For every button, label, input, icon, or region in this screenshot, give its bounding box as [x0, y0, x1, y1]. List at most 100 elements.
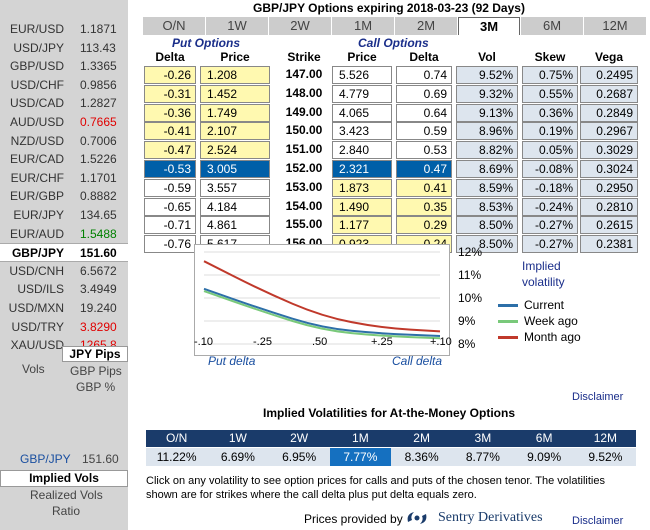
put-price-cell[interactable]: 2.524 — [200, 141, 270, 160]
currency-pair-row[interactable]: USD/CNH 6.5672 — [0, 262, 128, 281]
call-price-cell[interactable]: 4.779 — [332, 84, 392, 103]
put-price-cell[interactable]: 3.557 — [200, 178, 270, 197]
iv-tenor-header[interactable]: 1M — [329, 430, 391, 447]
tab-1m[interactable]: 1M — [332, 17, 394, 35]
pair-value: 113.43 — [80, 40, 116, 55]
call-options-header: Call Options — [358, 36, 429, 50]
vol-cell: 9.32% — [456, 84, 518, 103]
iv-value-cell[interactable]: 8.36% — [391, 448, 453, 466]
currency-pair-row[interactable]: EUR/GBP 0.8882 — [0, 187, 128, 206]
iv-value-cell[interactable]: 7.77% — [329, 448, 391, 466]
put-delta-cell[interactable]: -0.31 — [144, 84, 196, 103]
pair-name: USD/ILS — [17, 282, 64, 297]
put-delta-cell[interactable]: -0.41 — [144, 122, 196, 141]
tab-6m[interactable]: 6M — [521, 17, 583, 35]
call-delta-cell[interactable]: 0.47 — [396, 160, 452, 178]
ratio-option[interactable]: Ratio — [52, 504, 81, 518]
call-price-cell[interactable]: 2.840 — [332, 141, 392, 160]
call-delta-cell[interactable]: 0.69 — [396, 84, 452, 103]
currency-pair-row[interactable]: EUR/AUD 1.5488 — [0, 225, 128, 244]
col-call-delta: Delta — [409, 50, 439, 64]
iv-tenor-header[interactable]: 12M — [574, 430, 636, 447]
put-delta-cell[interactable]: -0.26 — [144, 66, 196, 84]
currency-pair-row[interactable]: USD/CAD 1.2827 — [0, 94, 128, 113]
tab-2m[interactable]: 2M — [395, 17, 457, 35]
call-delta-cell[interactable]: 0.35 — [396, 197, 452, 216]
gbp-pips-option[interactable]: GBP Pips — [70, 364, 122, 378]
iv-value-cell[interactable]: 11.22% — [146, 448, 208, 466]
disclaimer-link-2[interactable]: Disclaimer — [572, 515, 624, 527]
call-price-cell[interactable]: 4.065 — [332, 103, 392, 122]
iv-tenor-header[interactable]: O/N — [146, 430, 208, 447]
skew-cell: 0.75% — [522, 66, 578, 84]
put-delta-cell[interactable]: -0.53 — [144, 160, 196, 178]
call-delta-cell[interactable]: 0.53 — [396, 141, 452, 160]
skew-cell: 0.05% — [522, 141, 578, 160]
currency-pair-row[interactable]: EUR/USD 1.1871 — [0, 20, 128, 39]
iv-tenor-header[interactable]: 2M — [391, 430, 453, 447]
put-price-cell[interactable]: 2.107 — [200, 122, 270, 141]
currency-pair-row[interactable]: EUR/JPY 134.65 — [0, 206, 128, 225]
currency-pair-row[interactable]: USD/CHF 0.9856 — [0, 76, 128, 95]
legend-swatch — [498, 304, 518, 307]
currency-pair-row[interactable]: EUR/CAD 1.5226 — [0, 150, 128, 169]
put-price-cell[interactable]: 1.749 — [200, 103, 270, 122]
tab-12m[interactable]: 12M — [584, 17, 646, 35]
tab-3m[interactable]: 3M — [458, 17, 520, 35]
iv-value-cell[interactable]: 9.52% — [574, 448, 636, 466]
iv-tenor-header[interactable]: 3M — [452, 430, 514, 447]
iv-tenor-header[interactable]: 1W — [207, 430, 269, 447]
call-delta-cell[interactable]: 0.41 — [396, 178, 452, 197]
iv-value-cell[interactable]: 6.69% — [207, 448, 269, 466]
put-delta-cell[interactable]: -0.76 — [144, 235, 196, 254]
iv-value-cell[interactable]: 6.95% — [268, 448, 330, 466]
implied-vols-button[interactable]: Implied Vols — [0, 470, 128, 487]
put-price-cell[interactable]: 4.184 — [200, 197, 270, 216]
vega-cell: 0.2810 — [580, 197, 638, 216]
vol-cell: 9.13% — [456, 103, 518, 122]
pair-value: 1.3365 — [80, 59, 117, 74]
call-price-cell[interactable]: 1.177 — [332, 216, 392, 235]
put-price-cell[interactable]: 4.861 — [200, 216, 270, 235]
currency-pair-row[interactable]: EUR/CHF 1.1701 — [0, 169, 128, 188]
put-delta-cell[interactable]: -0.59 — [144, 178, 196, 197]
currency-pair-row[interactable]: USD/ILS 3.4949 — [0, 280, 128, 299]
currency-pair-row[interactable]: NZD/USD 0.7006 — [0, 132, 128, 151]
realized-vols-option[interactable]: Realized Vols — [30, 488, 103, 502]
currency-pair-row[interactable]: USD/TRY 3.8290 — [0, 318, 128, 337]
tab-on[interactable]: O/N — [143, 17, 205, 35]
call-delta-cell[interactable]: 0.64 — [396, 103, 452, 122]
currency-pair-row[interactable]: GBP/JPY 151.60 — [0, 243, 128, 263]
currency-pair-row[interactable]: GBP/USD 1.3365 — [0, 57, 128, 76]
put-delta-cell[interactable]: -0.36 — [144, 103, 196, 122]
currency-pair-row[interactable]: AUD/USD 0.7665 — [0, 113, 128, 132]
iv-tenor-header[interactable]: 2W — [268, 430, 330, 447]
call-delta-cell[interactable]: 0.59 — [396, 122, 452, 141]
iv-value-cell[interactable]: 9.09% — [513, 448, 575, 466]
iv-tenor-header[interactable]: 6M — [513, 430, 575, 447]
put-delta-cell[interactable]: -0.47 — [144, 141, 196, 160]
currency-pair-row[interactable]: USD/MXN 19.240 — [0, 299, 128, 318]
put-delta-cell[interactable]: -0.65 — [144, 197, 196, 216]
call-price-cell[interactable]: 1.873 — [332, 178, 392, 197]
tab-2w[interactable]: 2W — [269, 17, 331, 35]
currency-pair-row[interactable]: USD/JPY 113.43 — [0, 39, 128, 58]
call-price-cell[interactable]: 1.490 — [332, 197, 392, 216]
put-price-cell[interactable]: 1.452 — [200, 84, 270, 103]
gbp-pct-option[interactable]: GBP % — [76, 380, 116, 394]
call-delta-cell[interactable]: 0.29 — [396, 216, 452, 235]
x-tick-label: +.10 — [430, 336, 452, 348]
call-price-cell[interactable]: 3.423 — [332, 122, 392, 141]
iv-value-cell[interactable]: 8.77% — [452, 448, 514, 466]
jpy-pips-button[interactable]: JPY Pips — [62, 346, 128, 362]
put-delta-cell[interactable]: -0.71 — [144, 216, 196, 235]
call-price-cell[interactable]: 2.321 — [332, 160, 392, 178]
call-price-cell[interactable]: 5.526 — [332, 66, 392, 84]
pair-value: 1.1701 — [80, 170, 117, 185]
call-delta-cell[interactable]: 0.74 — [396, 66, 452, 84]
strike-cell: 149.00 — [285, 104, 323, 119]
disclaimer-link[interactable]: Disclaimer — [572, 391, 624, 403]
put-price-cell[interactable]: 1.208 — [200, 66, 270, 84]
tab-1w[interactable]: 1W — [206, 17, 268, 35]
put-price-cell[interactable]: 3.005 — [200, 160, 270, 178]
